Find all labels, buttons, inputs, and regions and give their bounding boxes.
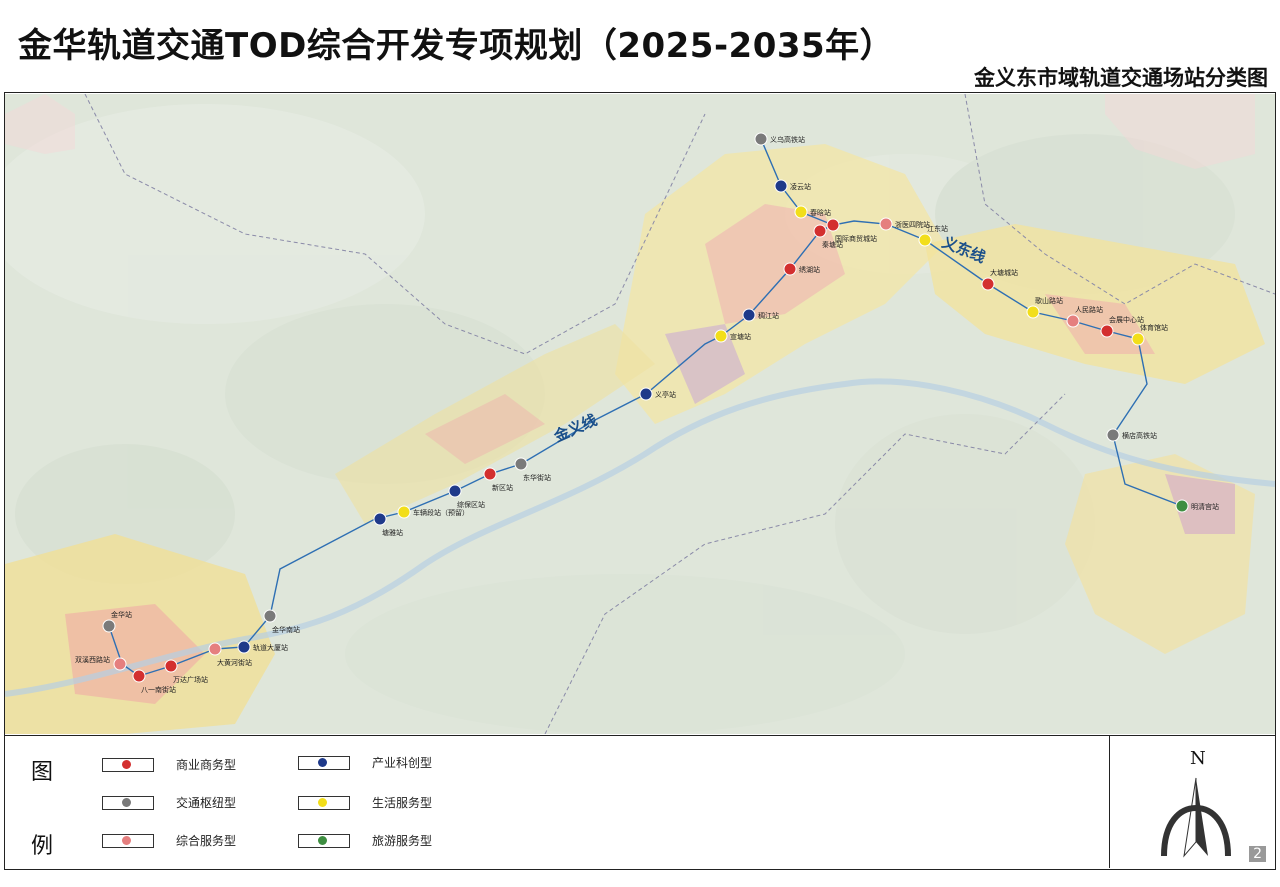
station-label: 江东站 xyxy=(927,224,948,233)
station-label: 新区站 xyxy=(492,483,513,492)
legend-dot-hub xyxy=(122,798,131,807)
legend-dot-commercial xyxy=(122,760,131,769)
station-marker[interactable] xyxy=(373,512,387,526)
station-label: 凌云站 xyxy=(790,182,811,191)
station-label: 金华南站 xyxy=(272,625,300,634)
urban-area-hengdian xyxy=(1065,454,1255,654)
station-marker[interactable] xyxy=(1066,314,1080,328)
station-marker[interactable] xyxy=(714,329,728,343)
station-label: 金华站 xyxy=(111,610,132,619)
station-marker[interactable] xyxy=(1106,428,1120,442)
legend-label: 产业科创型 xyxy=(372,756,433,770)
station-label: 国际商贸城站 xyxy=(835,234,877,243)
station-label: 歌山路站 xyxy=(1035,296,1063,305)
station-marker[interactable] xyxy=(483,467,497,481)
station-marker[interactable] xyxy=(237,640,251,654)
station-label: 东华街站 xyxy=(523,473,551,482)
station-marker[interactable] xyxy=(879,217,893,231)
station-marker[interactable] xyxy=(1175,499,1189,513)
station-marker[interactable] xyxy=(742,308,756,322)
station-marker[interactable] xyxy=(164,659,178,673)
rail-line-jinyi-north xyxy=(760,138,834,226)
station-marker[interactable] xyxy=(794,205,808,219)
station-label: 浙医四院站 xyxy=(895,220,930,229)
map-subtitle: 金义东市域轨道交通场站分类图 xyxy=(974,66,1268,90)
station-label: 义乌高铁站 xyxy=(770,135,805,144)
station-marker[interactable] xyxy=(102,619,116,633)
legend-label: 商业商务型 xyxy=(176,758,237,772)
station-label: 人民路站 xyxy=(1075,305,1103,314)
station-label: 秦塘站 xyxy=(822,240,843,249)
page-number: 2 xyxy=(1249,846,1266,862)
station-label: 大黄河街站 xyxy=(217,658,252,667)
legend-dot-industry xyxy=(318,758,327,767)
north-arrow-box: N 2 xyxy=(1109,736,1276,868)
station-marker[interactable] xyxy=(754,132,768,146)
station-label: 会展中心站 xyxy=(1109,315,1144,324)
station-marker[interactable] xyxy=(514,457,528,471)
legend-label: 旅游服务型 xyxy=(372,834,433,848)
legend-dot-comprehensive xyxy=(122,836,131,845)
legend-label: 生活服务型 xyxy=(372,796,433,810)
north-arrow-icon xyxy=(1161,777,1231,858)
station-label: 八一南街站 xyxy=(141,685,176,694)
station-label: 横店高铁站 xyxy=(1122,431,1157,440)
station-marker[interactable] xyxy=(132,669,146,683)
station-marker[interactable] xyxy=(981,277,995,291)
map-corner-decoration-right xyxy=(1105,94,1255,169)
admin-boundary-east xyxy=(964,94,1275,305)
north-label: N xyxy=(1190,748,1206,769)
station-label: 体育馆站 xyxy=(1140,323,1168,332)
station-marker[interactable] xyxy=(1026,305,1040,319)
station-marker[interactable] xyxy=(1131,332,1145,346)
station-marker[interactable] xyxy=(263,609,277,623)
river xyxy=(5,378,1275,697)
station-label: 塘雅站 xyxy=(382,528,403,537)
rail-line-yidong xyxy=(924,239,1183,507)
station-label: 明清宫站 xyxy=(1191,502,1219,511)
legend-char-bottom: 例 xyxy=(31,834,54,859)
header: 金华轨道交通TOD综合开发专项规划（2025-2035年） 金义东市域轨道交通场… xyxy=(4,4,1276,93)
station-label: 大塘城站 xyxy=(990,268,1018,277)
station-marker[interactable] xyxy=(1100,324,1114,338)
station-label: 义亭站 xyxy=(655,390,676,399)
legend-label: 交通枢纽型 xyxy=(176,796,237,810)
legend-label: 综合服务型 xyxy=(176,834,237,848)
legend-dot-tourism xyxy=(318,836,327,845)
station-label: 稠江站 xyxy=(758,311,779,320)
station-label: 春晗站 xyxy=(810,208,831,217)
station-marker[interactable] xyxy=(918,233,932,247)
station-marker[interactable] xyxy=(774,179,788,193)
station-marker[interactable] xyxy=(813,224,827,238)
legend-area: 图 例 商业商务型 交通枢纽型 综合服务型 产业科创型 生活服务型 旅游服务型 … xyxy=(5,735,1275,868)
urban-area-corridor xyxy=(335,324,655,524)
station-label: 综保区站 xyxy=(457,500,485,509)
station-label: 万达广场站 xyxy=(173,675,208,684)
urban-area-yiwu xyxy=(615,144,945,424)
station-marker[interactable] xyxy=(826,218,840,232)
station-marker[interactable] xyxy=(448,484,462,498)
map-corner-decoration-left xyxy=(5,94,75,154)
admin-boundary-south xyxy=(544,393,1066,734)
legend-dot-life xyxy=(318,798,327,807)
station-marker[interactable] xyxy=(208,642,222,656)
map-canvas[interactable]: 金义线 义东线 义乌高铁站凌云站春晗站国际商贸城站浙医四院站秦塘站江东站绣湖站稠… xyxy=(5,94,1275,734)
station-label: 车辆段站（预留） xyxy=(413,508,469,517)
station-marker[interactable] xyxy=(783,262,797,276)
station-label: 双溪西路站 xyxy=(75,655,110,664)
station-label: 轨道大厦站 xyxy=(253,643,288,652)
station-marker[interactable] xyxy=(397,505,411,519)
station-marker[interactable] xyxy=(639,387,653,401)
urban-area-yidong xyxy=(925,224,1265,384)
page-title: 金华轨道交通TOD综合开发专项规划（2025-2035年） xyxy=(18,26,895,66)
map-area[interactable]: 金义线 义东线 义乌高铁站 凌云站 春晗站 国际商贸城站 浙医四院站 秦塘站 江东站 绣湖站稠… xyxy=(5,94,1275,734)
station-label: 宣塘站 xyxy=(730,332,751,341)
station-label: 绣湖站 xyxy=(799,265,820,274)
legend-char-top: 图 xyxy=(31,760,54,785)
rail-line-jinyi xyxy=(138,220,926,677)
station-marker[interactable] xyxy=(113,657,127,671)
